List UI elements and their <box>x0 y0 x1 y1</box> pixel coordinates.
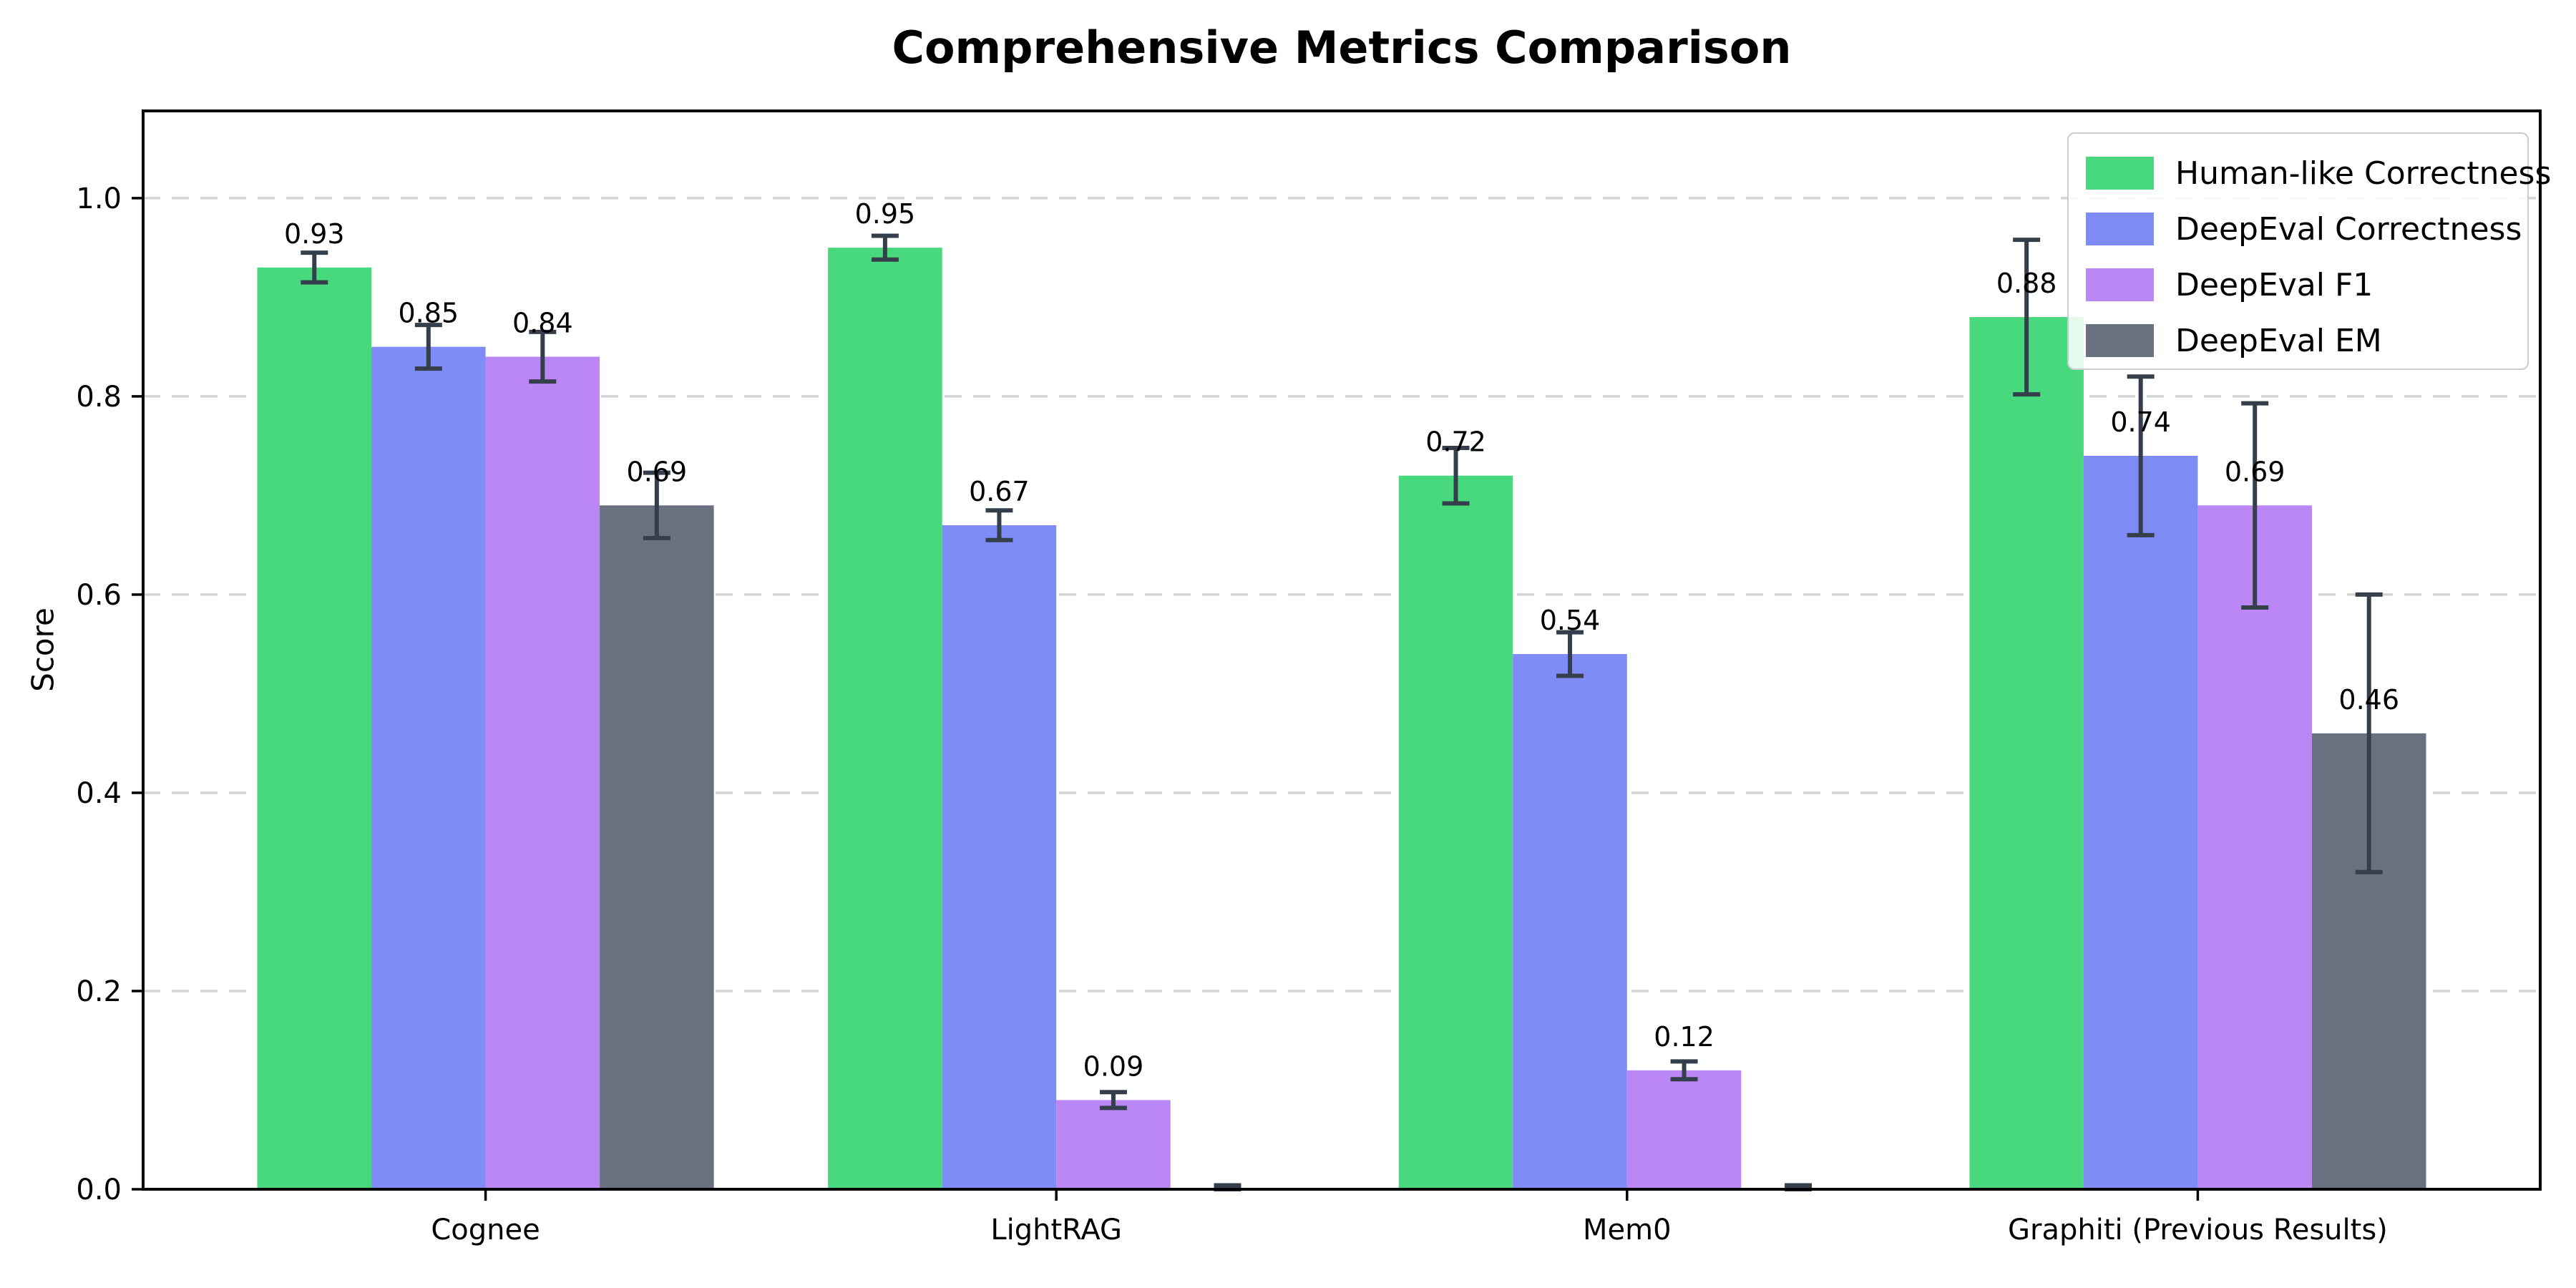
bar <box>600 505 714 1189</box>
x-tick-label: Graphiti (Previous Results) <box>2008 1214 2388 1246</box>
bar-value-label: 0.72 <box>1425 426 1486 458</box>
y-axis-label: Score <box>25 608 61 692</box>
bar <box>1056 1100 1171 1189</box>
bar-value-label: 0.12 <box>1654 1021 1714 1053</box>
bar <box>485 356 600 1190</box>
legend-label: DeepEval F1 <box>2175 266 2373 303</box>
legend-item: DeepEval F1 <box>2069 257 2527 313</box>
bar-value-label: 0.46 <box>2338 684 2399 716</box>
bar <box>1398 475 1513 1189</box>
x-tick-label: Cognee <box>431 1214 540 1246</box>
legend: Human-like Correctness DeepEval Correctne… <box>2067 132 2551 370</box>
legend-label: Human-like Correctness <box>2175 155 2552 192</box>
bar-value-label: 0.95 <box>855 198 916 230</box>
axes-frame <box>142 109 2542 1191</box>
y-tick-label: 0.6 <box>76 579 122 612</box>
bar <box>2197 505 2312 1189</box>
bar-value-label: 0.88 <box>1996 268 2057 299</box>
bar-value-label: 0.09 <box>1083 1050 1144 1082</box>
bar-value-label: 0.85 <box>399 298 459 329</box>
bar-value-label: 0.93 <box>284 218 345 250</box>
legend-item: DeepEval EM <box>2069 313 2527 369</box>
legend-swatch <box>2086 213 2154 245</box>
bar <box>1626 1070 1742 1189</box>
legend-swatch <box>2086 268 2154 301</box>
bar <box>2083 456 2198 1190</box>
bar <box>942 525 1057 1189</box>
bar-value-label: 0.84 <box>512 308 573 339</box>
bar-value-label: 0.69 <box>2225 456 2285 487</box>
legend-swatch <box>2086 324 2154 357</box>
bar <box>1969 317 2084 1190</box>
bar <box>257 267 372 1189</box>
bar-value-label: 0.69 <box>627 456 688 487</box>
legend-label: DeepEval EM <box>2175 322 2382 359</box>
x-tick-label: Mem0 <box>1583 1214 1672 1246</box>
bar-value-label: 0.67 <box>969 476 1030 507</box>
x-tick-label: LightRAG <box>990 1214 1122 1246</box>
bar <box>828 248 942 1189</box>
y-tick-label: 0.4 <box>76 777 122 810</box>
bar-value-label: 0.54 <box>1540 605 1601 636</box>
y-tick-label: 1.0 <box>76 182 122 215</box>
legend-item: Human-like Correctness <box>2069 145 2551 201</box>
y-tick-label: 0.2 <box>76 975 122 1008</box>
legend-item: DeepEval Correctness <box>2069 201 2527 257</box>
bar <box>1513 654 1627 1189</box>
bar <box>371 346 486 1189</box>
y-tick-label: 0.0 <box>76 1174 122 1206</box>
legend-label: DeepEval Correctness <box>2175 210 2522 248</box>
chart-title: Comprehensive Metrics Comparison <box>892 21 1792 74</box>
y-tick-label: 0.8 <box>76 381 122 414</box>
bar-value-label: 0.74 <box>2110 406 2171 438</box>
legend-swatch <box>2086 157 2154 190</box>
